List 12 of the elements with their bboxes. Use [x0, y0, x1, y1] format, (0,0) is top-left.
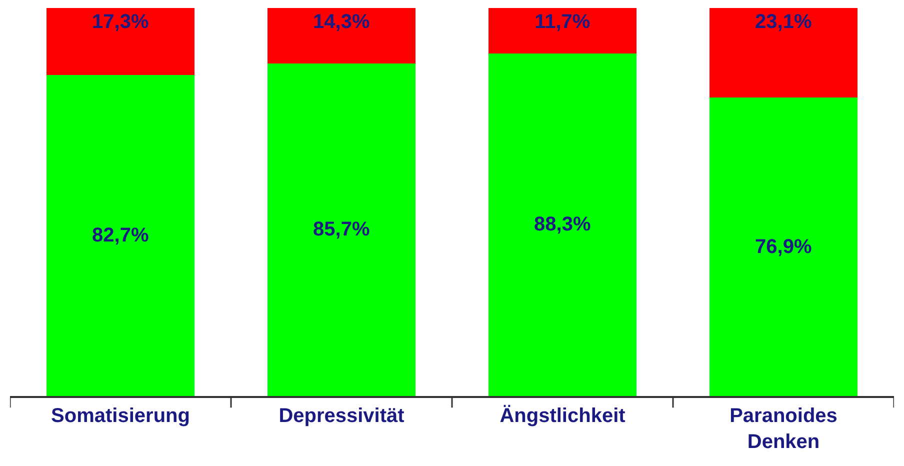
data-label: 23,1%	[755, 11, 812, 33]
x-tick-label: Somatisierung	[51, 404, 190, 427]
data-label: 11,7%	[534, 11, 590, 33]
data-label: 85,7%	[313, 218, 370, 241]
x-tick-label: Ängstlichkeit	[500, 404, 626, 427]
data-label: 82,7%	[92, 224, 149, 247]
x-tick-label: Depressivität	[278, 404, 405, 427]
data-label: 88,3%	[534, 214, 591, 236]
x-tick-label: Paranoides Denken	[730, 404, 838, 453]
data-label: 17,3%	[92, 11, 149, 33]
data-label: 14,3%	[313, 11, 370, 33]
data-label: 76,9%	[755, 236, 812, 258]
